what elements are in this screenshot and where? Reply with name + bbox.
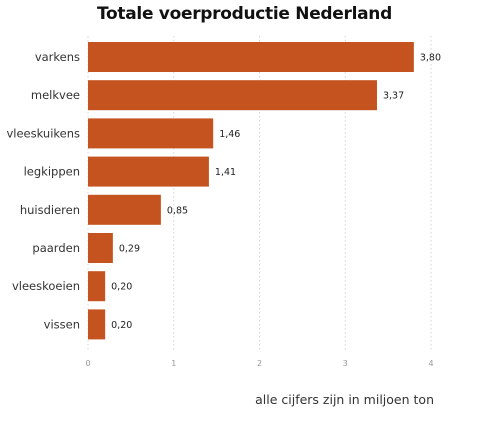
value-label: 0,20	[111, 320, 132, 331]
category-label: varkens	[35, 50, 80, 64]
bar	[88, 309, 106, 340]
x-tick-label: 0	[85, 359, 90, 368]
value-label: 1,41	[215, 167, 236, 178]
value-label: 3,37	[383, 91, 404, 102]
chart-title: Totale voerproductie Nederland	[97, 4, 392, 24]
category-label: vleeskuikens	[6, 126, 80, 140]
category-label: vissen	[44, 317, 80, 331]
bar	[88, 233, 113, 263]
x-tick-label: 3	[343, 359, 348, 368]
x-tick-label: 2	[257, 359, 262, 368]
category-label: legkippen	[24, 165, 80, 179]
x-tick-label: 1	[171, 359, 176, 368]
category-label: paarden	[32, 241, 80, 255]
value-label: 0,85	[167, 205, 188, 216]
x-tick-label: 4	[428, 359, 433, 368]
bar	[88, 80, 377, 111]
bar	[88, 118, 214, 149]
bar	[88, 156, 209, 187]
bar	[88, 271, 106, 302]
category-label: vleeskoeien	[12, 279, 80, 293]
category-label: melkvee	[31, 88, 80, 102]
bar	[88, 194, 161, 225]
label-layer: 0 1 2 3 4 varkens 3,80 melkvee 3,37 vleeskuikens 1…	[6, 50, 441, 368]
value-label: 1,46	[219, 129, 240, 140]
units-note: alle cijfers zijn in miljoen ton	[255, 392, 434, 407]
category-label: huisdieren	[20, 203, 80, 217]
value-label: 3,80	[420, 53, 441, 64]
value-label: 0,20	[111, 282, 132, 293]
bar	[88, 42, 414, 72]
bar-layer	[88, 42, 414, 340]
value-label: 0,29	[119, 244, 140, 255]
